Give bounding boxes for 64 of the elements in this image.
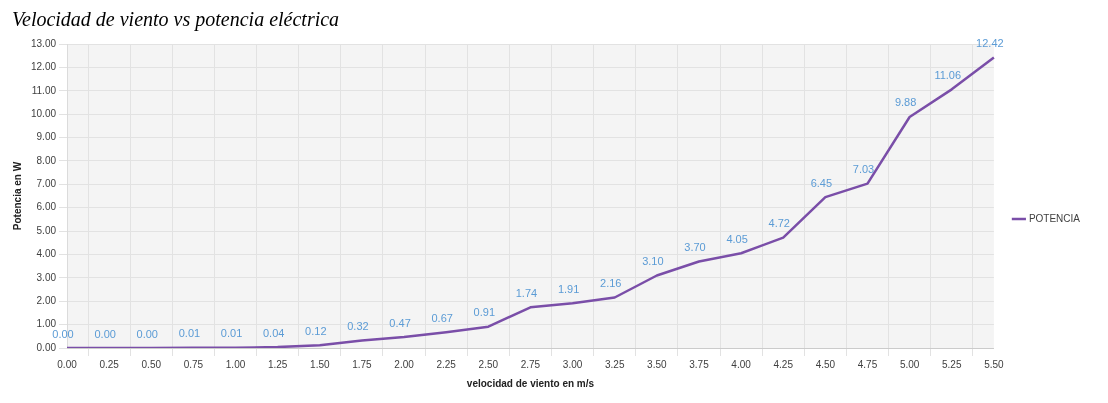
x-tick-label: 0.75 bbox=[183, 358, 204, 370]
x-axis-title: velocidad de viento en m/s bbox=[466, 377, 595, 389]
x-tick-label: 2.25 bbox=[436, 358, 457, 370]
x-tick-label: 0.00 bbox=[57, 358, 78, 370]
x-tick-label: 1.25 bbox=[267, 358, 288, 370]
x-tick-label: 4.75 bbox=[857, 358, 878, 370]
y-tick-label: 7.00 bbox=[36, 178, 57, 190]
data-label: 2.16 bbox=[600, 277, 622, 290]
data-label: 11.06 bbox=[934, 68, 962, 81]
legend-label: POTENCIA bbox=[1028, 212, 1081, 224]
x-tick-label: 5.50 bbox=[984, 358, 1005, 370]
data-label: 4.05 bbox=[726, 232, 748, 245]
x-tick-label: 1.75 bbox=[352, 358, 373, 370]
x-tick-label: 5.00 bbox=[899, 358, 920, 370]
y-tick-label: 13.00 bbox=[30, 37, 57, 49]
y-tick-label: 8.00 bbox=[36, 154, 57, 166]
x-tick-label: 1.50 bbox=[310, 358, 330, 370]
x-tick-label: 2.50 bbox=[478, 358, 499, 370]
y-tick-label: 0.00 bbox=[36, 341, 57, 353]
data-label: 0.67 bbox=[431, 311, 453, 324]
y-tick-label: 2.00 bbox=[36, 294, 57, 306]
y-tick-label: 10.00 bbox=[30, 107, 57, 119]
data-label: 0.32 bbox=[347, 320, 369, 333]
data-label: 0.91 bbox=[473, 306, 496, 319]
data-label: 3.10 bbox=[642, 255, 664, 268]
x-tick-label: 0.50 bbox=[141, 358, 162, 370]
x-tick-label: 3.75 bbox=[689, 358, 710, 370]
x-tick-label: 4.50 bbox=[815, 358, 836, 370]
data-label: 0.04 bbox=[262, 326, 285, 339]
y-tick-label: 4.00 bbox=[36, 248, 57, 260]
data-label: 4.72 bbox=[768, 217, 790, 230]
data-label: 1.91 bbox=[557, 282, 580, 295]
data-label: 0.00 bbox=[52, 327, 74, 340]
data-label: 6.45 bbox=[810, 176, 833, 189]
y-axis-title: Potencia en W bbox=[11, 161, 23, 231]
y-tick-label: 3.00 bbox=[36, 271, 57, 283]
data-label: 12.42 bbox=[976, 37, 1004, 50]
data-label: 0.00 bbox=[94, 327, 116, 340]
x-tick-label: 3.50 bbox=[647, 358, 668, 370]
x-tick-label: 3.25 bbox=[604, 358, 625, 370]
y-tick-label: 11.00 bbox=[31, 84, 57, 96]
y-tick-label: 1.00 bbox=[36, 318, 57, 330]
chart-title: Velocidad de viento vs potencia eléctrica bbox=[12, 8, 341, 30]
x-tick-label: 4.25 bbox=[773, 358, 794, 370]
data-label: 0.12 bbox=[305, 324, 327, 337]
data-label: 0.01 bbox=[178, 327, 201, 340]
data-label: 0.00 bbox=[136, 327, 158, 340]
data-label: 1.74 bbox=[515, 286, 538, 299]
x-tick-label: 0.25 bbox=[99, 358, 120, 370]
x-tick-label: 2.75 bbox=[520, 358, 541, 370]
x-tick-label: 4.00 bbox=[731, 358, 752, 370]
x-tick-label: 2.00 bbox=[394, 358, 415, 370]
y-tick-label: 9.00 bbox=[36, 131, 57, 143]
y-tick-label: 5.00 bbox=[36, 224, 57, 236]
data-label: 0.01 bbox=[220, 327, 243, 340]
data-label: 7.03 bbox=[852, 163, 875, 176]
data-label: 3.70 bbox=[684, 241, 706, 254]
data-label: 0.47 bbox=[389, 316, 411, 329]
x-tick-label: 3.00 bbox=[562, 358, 583, 370]
data-label: 9.88 bbox=[894, 96, 917, 109]
y-tick-label: 12.00 bbox=[30, 61, 57, 73]
y-tick-label: 6.00 bbox=[36, 201, 57, 213]
x-tick-label: 1.00 bbox=[225, 358, 246, 370]
x-tick-label: 5.25 bbox=[942, 358, 962, 370]
